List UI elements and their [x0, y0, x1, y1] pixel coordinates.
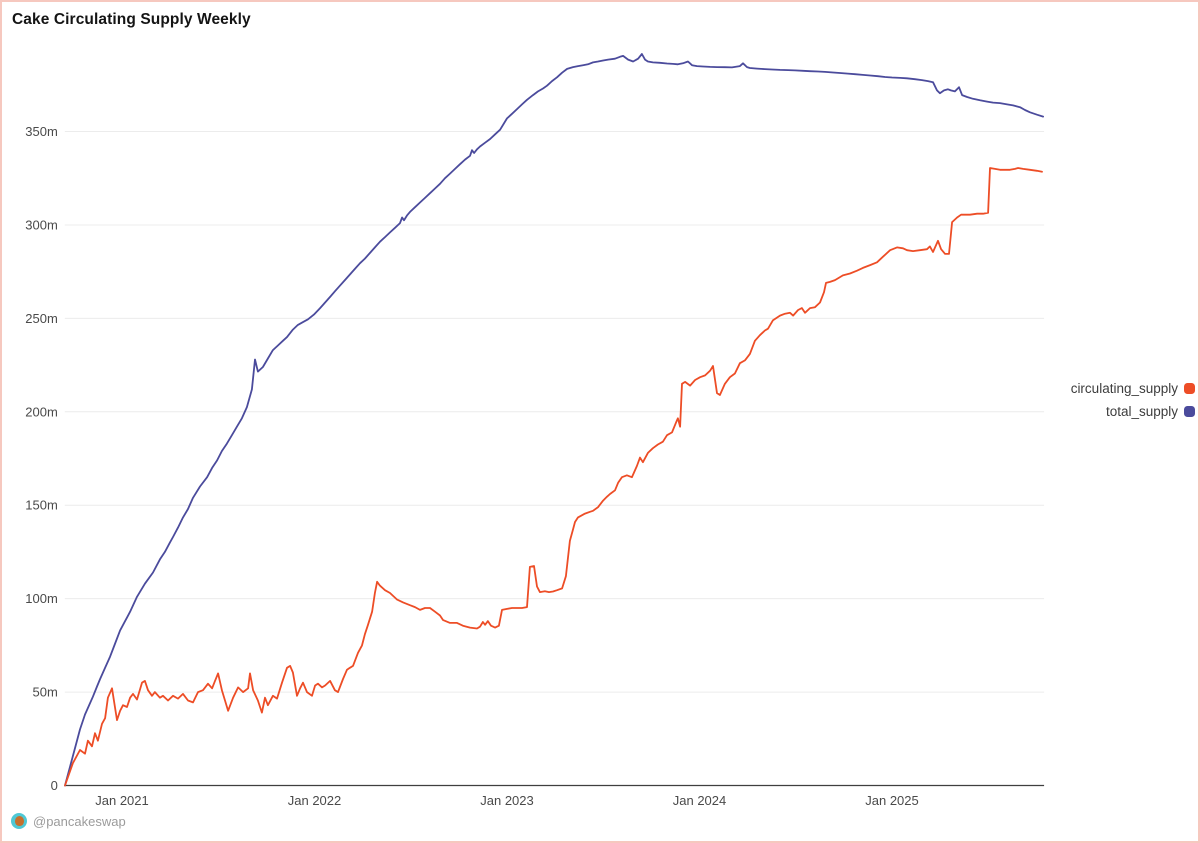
pancakeswap-bunny-icon	[11, 813, 27, 829]
watermark-handle: @pancakeswap	[33, 813, 126, 829]
y-tick-label: 50m	[33, 685, 58, 700]
series-line-total_supply	[64, 53, 1044, 787]
y-tick-label: 100m	[25, 591, 58, 606]
legend: circulating_supply total_supply	[1071, 377, 1195, 422]
x-tick-label: Jan 2021	[95, 793, 149, 808]
legend-item-circulating-supply[interactable]: circulating_supply	[1071, 377, 1195, 399]
y-tick-label: 0	[51, 778, 58, 793]
y-tick-label: 150m	[25, 498, 58, 513]
legend-label-circulating-supply: circulating_supply	[1070, 380, 1178, 396]
y-tick-label: 350m	[25, 124, 58, 139]
legend-swatch-circulating-supply	[1184, 382, 1195, 394]
legend-label-total-supply: total_supply	[1105, 403, 1178, 419]
y-tick-label: 250m	[25, 311, 58, 326]
series-line-circulating_supply	[64, 167, 1043, 787]
x-tick-label: Jan 2023	[480, 793, 534, 808]
x-tick-label: Jan 2024	[673, 793, 727, 808]
y-tick-label: 200m	[25, 404, 58, 419]
watermark: @pancakeswap	[11, 813, 126, 829]
y-tick-label: 300m	[25, 217, 58, 232]
legend-swatch-total-supply	[1184, 405, 1195, 417]
bunny-face	[14, 816, 24, 826]
x-tick-label: Jan 2022	[288, 793, 342, 808]
chart-title: Cake Circulating Supply Weekly	[12, 11, 251, 28]
legend-item-total-supply[interactable]: total_supply	[1071, 400, 1195, 422]
x-tick-label: Jan 2025	[865, 793, 919, 808]
